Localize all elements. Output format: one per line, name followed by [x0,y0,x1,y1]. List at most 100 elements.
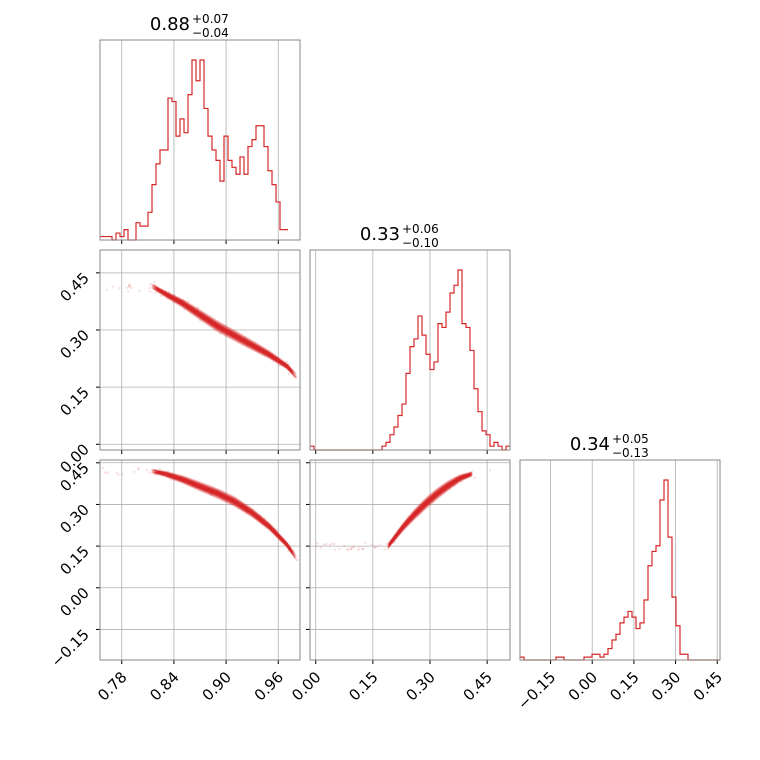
panel-background [310,460,510,660]
param-title-err-plus: +0.07 [192,12,229,26]
sample-point [169,478,172,481]
hist-panel-p1 [309,249,511,454]
sample-point [147,286,151,290]
sample-point [166,297,169,300]
sample-point [361,547,365,550]
sample-point [328,543,332,547]
sample-point [358,547,361,550]
sample-point [356,548,360,552]
sample-point [370,543,374,546]
x-tick-label: 0.78 [94,668,130,704]
sample-point [104,471,107,474]
sample-point [385,542,388,546]
param-title-median: 0.88 [150,14,190,35]
sample-point [305,371,307,373]
sample-point [287,372,291,376]
sample-point [263,517,266,520]
x-tick-label: 0.96 [251,668,287,704]
sample-point [375,545,378,548]
sample-point [338,547,341,551]
sample-point [167,291,171,294]
y-tick-label: 0.45 [56,269,92,305]
sample-point [278,364,281,367]
sample-point [218,331,222,335]
sample-point [128,284,131,287]
sample-point [117,473,120,476]
contours-p2-p1 [315,469,492,552]
x-tick-label: 0.84 [146,668,182,704]
param-title-err-minus: −0.10 [402,236,439,250]
sample-point [130,286,133,290]
sample-point [187,300,190,303]
sample-point [346,548,349,552]
sample-point [322,543,326,546]
x-tick-label: 0.15 [606,668,642,704]
sample-point [352,545,356,549]
contour-level [389,472,471,547]
sample-point [373,546,377,550]
sample-point [196,306,199,310]
sample-point [488,469,492,472]
x-tick-label: −0.15 [514,668,559,713]
sample-point [101,466,105,470]
sample-point [196,308,200,311]
sample-point [160,294,163,298]
sample-point [393,540,396,544]
sample-point [351,546,354,550]
histogram-p2 [520,479,720,661]
sample-point [127,290,130,293]
sample-point [287,549,290,552]
panel-frame [99,459,301,661]
sample-point [383,548,386,551]
sample-point [105,288,109,292]
sample-point [198,319,202,322]
sample-point [306,556,308,558]
sample-point [137,466,141,470]
sample-point [120,473,124,476]
sample-point [145,468,148,472]
contours-p1-p0 [105,280,307,380]
sample-point [118,287,121,290]
sample-point [315,545,319,548]
sample-point [364,541,367,544]
param-title-err-minus: −0.13 [612,446,649,460]
contour-level [387,470,473,551]
sample-point [153,280,156,284]
x-tick-label: 0.90 [199,668,235,704]
sample-point [127,285,131,288]
sample-point [373,545,376,549]
contour-level [156,287,292,374]
contour-panel-p2-p0 [96,459,308,664]
sample-point [115,471,119,474]
panel-frame [519,459,721,661]
sample-point [182,308,186,311]
sample-point [172,301,175,304]
hist-panel-p0 [99,39,301,244]
sample-point [173,293,177,297]
sample-point [285,360,289,364]
sample-point [128,283,131,286]
sample-point [136,468,140,471]
sample-point [148,471,151,474]
y-tick-label: 0.15 [56,383,92,419]
sample-point [148,283,152,286]
sample-point [346,548,350,551]
sample-point [287,363,290,366]
x-tick-label: 0.00 [565,668,601,704]
param-title-err-minus: −0.04 [192,26,229,40]
sample-point [333,542,336,546]
y-tick-label: 0.30 [56,326,92,362]
sample-point [133,470,136,474]
x-tick-label: 0.45 [460,668,496,704]
param-title-median: 0.33 [360,224,400,245]
y-tick-label: 0.00 [56,584,92,620]
sample-point [316,541,319,545]
sample-point [333,548,337,552]
sample-point [158,467,162,471]
panel-frame [309,459,511,661]
contour-level [153,284,295,378]
y-tick-label: 0.30 [56,501,92,537]
sample-point [459,480,463,483]
sample-point [319,546,323,549]
sample-point [453,484,456,487]
